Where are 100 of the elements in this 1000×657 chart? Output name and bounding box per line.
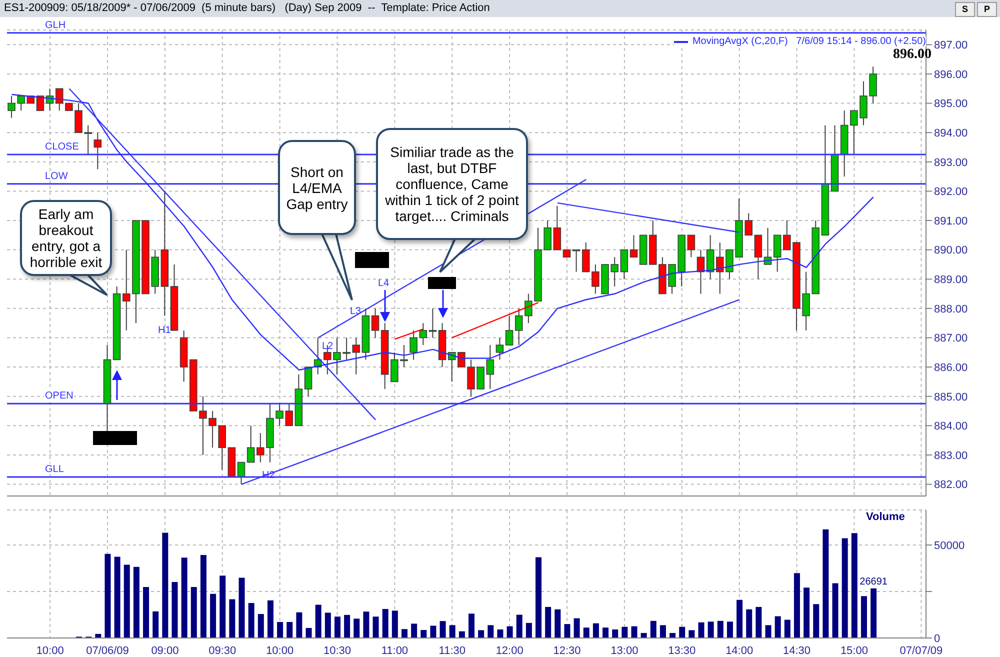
- bar: [248, 603, 254, 638]
- bar: [688, 630, 695, 638]
- bar: [592, 623, 599, 638]
- candlestick: [630, 234, 638, 258]
- bar: [181, 558, 188, 638]
- candlestick: [687, 234, 696, 258]
- bar: [401, 629, 408, 638]
- bar: [190, 587, 197, 638]
- y-tick-label: 893.00: [934, 156, 968, 169]
- bar: [296, 612, 302, 638]
- bar: [804, 588, 810, 638]
- bar: [124, 564, 130, 638]
- bar: [860, 596, 867, 638]
- x-tick-label: 15:00: [840, 644, 868, 657]
- bar: [210, 594, 216, 638]
- x-tick-label: 11:00: [381, 644, 408, 657]
- bar: [449, 625, 456, 638]
- x-tick-label: 10:00: [266, 644, 294, 657]
- text: S: [955, 2, 975, 17]
- bar: [574, 618, 580, 638]
- x-tick-label: 14:00: [726, 644, 754, 657]
- annotation: H1: [158, 325, 171, 336]
- candlestick: [371, 308, 380, 338]
- bar: [382, 608, 388, 638]
- x-tick-label: 10:30: [324, 644, 352, 657]
- bar: [306, 628, 312, 638]
- bar: [488, 625, 494, 638]
- candlestick: [553, 205, 562, 250]
- x-tick-label: 07/06/09: [86, 644, 129, 657]
- bar: [545, 606, 552, 638]
- bar: [516, 614, 522, 638]
- bar: [220, 576, 226, 638]
- y-tick-label: 882.00: [934, 479, 968, 492]
- bar: [200, 555, 206, 638]
- y-tick-label: 897.00: [934, 40, 968, 52]
- speech-bubble: Similiar trade as the last, but DTBF confluence, Came within 1 tick of 2 point target.... Criminals: [376, 128, 528, 240]
- bar: [813, 604, 820, 638]
- bar: [497, 629, 504, 638]
- bar: [267, 600, 274, 638]
- bar: [765, 625, 772, 638]
- y-tick-label: 895.00: [934, 98, 968, 110]
- y-tick-label: 892.00: [934, 186, 968, 198]
- y-tick-label: 0: [934, 632, 940, 645]
- candlestick: [620, 249, 628, 280]
- bar: [372, 616, 379, 638]
- bar: [708, 622, 714, 638]
- x-tick-label: 14:30: [783, 644, 811, 657]
- bar: [842, 538, 848, 638]
- y-tick-label: 891.00: [934, 215, 968, 228]
- bar: [315, 604, 322, 638]
- bar: [354, 618, 360, 638]
- bar: [104, 554, 111, 638]
- bar: [832, 583, 838, 638]
- bar: [411, 624, 418, 638]
- candlestick: [246, 425, 255, 463]
- bar: [392, 610, 398, 638]
- bar: [660, 625, 666, 638]
- bar: [420, 630, 427, 638]
- bar: [344, 614, 350, 638]
- bar: [258, 614, 264, 638]
- bar: [851, 533, 858, 638]
- chart-title: ES1-200909: 05/18/2009* - 07/06/2009 (5 minute bars) (Day) Sep 2009 -- Template: Price Action: [4, 2, 490, 14]
- bar: [363, 612, 370, 638]
- annotation: L4: [378, 278, 390, 289]
- bar: [794, 573, 800, 638]
- bar: [114, 556, 120, 638]
- bar: [622, 626, 628, 638]
- text: P: [977, 2, 997, 17]
- bar: [774, 616, 781, 638]
- bar: [277, 622, 284, 638]
- bar: [133, 566, 140, 638]
- ref-line-label: LOW: [45, 170, 68, 182]
- candlestick: [94, 132, 102, 170]
- bar: [631, 626, 638, 638]
- bar: [430, 626, 436, 638]
- y-tick-label: 883.00: [934, 450, 968, 462]
- candlestick: [754, 234, 762, 280]
- bar: [506, 626, 513, 638]
- candlestick: [304, 366, 312, 397]
- y-tick-label: 885.00: [934, 391, 968, 404]
- bar: [143, 587, 150, 638]
- y-tick-label: 890.00: [934, 244, 968, 257]
- y-tick-label: 888.00: [934, 303, 968, 316]
- ref-line-label: CLOSE: [45, 142, 80, 153]
- y-tick-label: 889.00: [934, 274, 968, 286]
- bar: [526, 622, 532, 638]
- x-tick-label: 10:00: [36, 644, 64, 657]
- bar: [334, 616, 340, 638]
- speech-bubble: Short on L4/EMA Gap entry: [278, 140, 356, 235]
- bar: [736, 600, 743, 638]
- bar: [468, 614, 474, 638]
- legend-label: MovingAvgX (C,20,F) 7/6/09 15:14 - 896.00 (+2.50): [674, 36, 926, 47]
- bar: [152, 611, 159, 638]
- bar: [229, 599, 236, 638]
- bar: [698, 622, 704, 638]
- y-tick-label: 50000: [934, 540, 965, 552]
- annotation: 896.00: [893, 47, 932, 63]
- bar: [583, 628, 590, 638]
- bar: [746, 609, 752, 638]
- bar: [612, 629, 618, 638]
